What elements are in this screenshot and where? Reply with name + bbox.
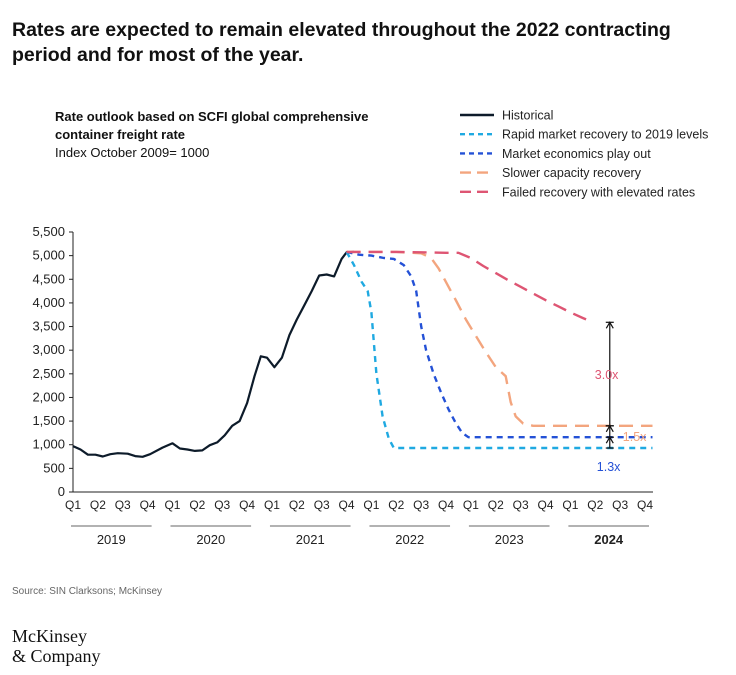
- x-tick-label: Q1: [264, 498, 280, 512]
- x-tick-label: Q2: [90, 498, 106, 512]
- x-tick-label: Q3: [214, 498, 230, 512]
- x-tick-label: Q2: [289, 498, 305, 512]
- series-line-1: [345, 251, 653, 450]
- annotation-arrowhead-2: [605, 435, 614, 444]
- series-line-4: [346, 250, 594, 324]
- y-tick-label: 5,000: [32, 248, 65, 263]
- y-tick-label: 1,500: [32, 413, 65, 428]
- headline: Rates are expected to remain elevated th…: [12, 19, 671, 66]
- x-tick-label: Q4: [140, 498, 156, 512]
- y-tick-label: 2,000: [32, 389, 65, 404]
- legend-label-1: Rapid market recovery to 2019 levels: [502, 128, 708, 142]
- index-note: Index October 2009= 1000: [55, 145, 210, 160]
- y-tick-label: 0: [58, 484, 65, 499]
- y-tick-label: 5,500: [32, 224, 65, 239]
- x-tick-label: Q4: [339, 498, 355, 512]
- y-tick-label: 3,500: [32, 319, 65, 334]
- y-tick-label: 500: [43, 460, 65, 475]
- year-label: 2021: [296, 532, 325, 547]
- y-tick-label: 2,500: [32, 366, 65, 381]
- x-tick-label: Q4: [637, 498, 653, 512]
- source-note: Source: SIN Clarksons; McKinsey: [12, 586, 163, 597]
- year-label: 2024: [594, 532, 624, 547]
- legend-label-2: Market economics play out: [502, 147, 651, 161]
- year-label: 2020: [196, 532, 225, 547]
- x-tick-label: Q4: [438, 498, 454, 512]
- annotation-label-2: 1.3x: [597, 460, 621, 474]
- x-tick-label: Q1: [164, 498, 180, 512]
- x-tick-label: Q3: [115, 498, 131, 512]
- year-label: 2022: [395, 532, 424, 547]
- annotation-arrowhead-0: [605, 321, 614, 329]
- brand-line-2: & Company: [12, 646, 101, 666]
- year-label: 2023: [495, 532, 524, 547]
- y-tick-label: 1,000: [32, 437, 65, 452]
- year-label: 2019: [97, 532, 126, 547]
- x-tick-label: Q3: [413, 498, 429, 512]
- x-tick-label: Q4: [538, 498, 554, 512]
- x-tick-label: Q1: [562, 498, 578, 512]
- x-tick-label: Q3: [612, 498, 628, 512]
- annotation-label-0: 3.0x: [595, 368, 619, 382]
- chart-subtitle: Rate outlook based on SCFI global compre…: [55, 108, 415, 162]
- series-line-2: [346, 250, 653, 439]
- legend-label-3: Slower capacity recovery: [502, 166, 642, 180]
- x-tick-label: Q3: [314, 498, 330, 512]
- x-tick-label: Q4: [239, 498, 255, 512]
- series-line-3: [346, 250, 653, 427]
- x-tick-label: Q3: [513, 498, 529, 512]
- x-tick-label: Q2: [488, 498, 504, 512]
- y-tick-label: 4,500: [32, 271, 65, 286]
- annotation-label-1: 1.5x: [623, 430, 647, 444]
- legend-label-0: Historical: [502, 109, 553, 123]
- x-tick-label: Q2: [388, 498, 404, 512]
- x-tick-label: Q1: [463, 498, 479, 512]
- chart-title: Rate outlook based on SCFI global compre…: [55, 109, 369, 142]
- brand-line-1: McKinsey: [12, 626, 87, 646]
- x-tick-label: Q1: [65, 498, 81, 512]
- x-tick-label: Q1: [363, 498, 379, 512]
- y-tick-label: 4,000: [32, 295, 65, 310]
- series-line-0: [72, 250, 355, 458]
- x-tick-label: Q2: [189, 498, 205, 512]
- y-tick-label: 3,000: [32, 342, 65, 357]
- legend-label-4: Failed recovery with elevated rates: [502, 185, 695, 199]
- x-tick-label: Q2: [587, 498, 603, 512]
- annotation-arrowhead-1: [605, 424, 614, 433]
- mckinsey-logo: McKinsey & Company: [12, 626, 101, 666]
